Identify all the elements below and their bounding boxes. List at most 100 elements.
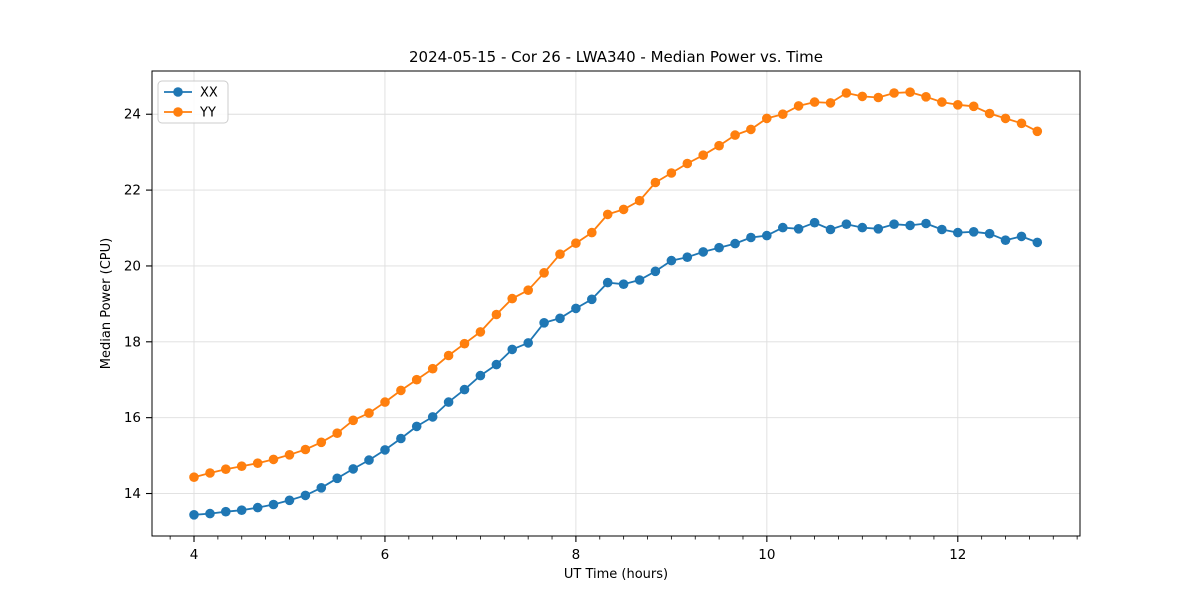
data-point-xx [778,222,788,233]
data-point-xx [730,238,740,249]
y-axis-label: Median Power (CPU) [99,238,114,369]
data-point-yy [443,350,454,361]
data-point-xx [746,232,756,243]
data-point-xx [411,421,422,432]
data-point-xx [571,303,581,314]
data-point-xx [937,224,947,235]
data-point-xx [316,483,327,493]
data-point-yy [189,472,199,483]
data-point-xx [587,294,597,305]
data-point-xx [332,473,343,484]
data-point-yy [300,444,311,455]
data-series [189,87,1043,520]
y-tick-label: 24 [124,107,141,123]
data-point-yy [746,124,756,135]
data-point-xx [666,255,677,266]
data-point-yy [889,88,899,98]
data-point-xx [252,502,263,513]
data-point-xx [921,218,931,229]
data-point-yy [205,468,215,478]
data-point-xx [205,508,215,519]
data-point-yy [905,87,915,97]
data-point-yy [252,458,263,469]
data-point-xx [650,266,661,277]
data-point-xx [682,252,693,262]
data-point-xx [523,338,533,348]
x-tick-label: 6 [381,547,390,563]
data-point-xx [189,510,199,520]
y-tick-label: 22 [124,183,141,199]
data-point-xx [968,227,979,237]
data-point-xx [555,313,565,324]
data-point-yy [953,100,963,110]
data-point-xx [284,495,295,506]
x-tick-label: 8 [572,547,581,563]
data-point-yy [236,461,247,472]
data-point-yy [221,464,231,475]
data-point-yy [411,374,422,385]
data-point-xx [491,359,502,370]
data-point-xx [380,445,390,455]
data-point-xx [427,412,438,422]
data-point-xx [475,370,486,381]
data-point-yy [857,91,868,102]
data-point-xx [809,217,820,228]
data-point-xx [507,344,517,355]
data-point-xx [1000,235,1011,245]
data-point-xx [793,224,804,234]
data-point-xx [889,219,899,229]
data-point-xx [236,505,247,515]
data-point-xx [825,224,836,235]
x-axis-label: UT Time (hours) [564,567,668,582]
data-point-yy [380,397,390,407]
data-point-yy [602,209,613,220]
data-point-xx [364,455,374,465]
data-point-yy [268,454,279,465]
data-point-yy [332,428,343,439]
data-point-yy [539,268,549,278]
data-point-yy [825,98,836,108]
data-point-yy [937,97,947,107]
data-point-xx [1016,231,1027,242]
data-point-xx [221,506,231,517]
y-tick-label: 18 [124,334,141,350]
data-point-xx [634,275,645,285]
x-tick-label: 12 [949,547,966,563]
data-point-xx [714,242,724,253]
legend-label-xx: XX [200,86,218,101]
data-point-xx [300,490,311,501]
data-point-yy [714,140,724,151]
legend-marker-xx [173,87,183,97]
data-point-yy [984,108,995,119]
data-point-yy [364,408,374,418]
data-point-xx [698,247,708,257]
x-tick-label: 10 [758,547,775,563]
chart-title: 2024-05-15 - Cor 26 - LWA340 - Median Po… [409,48,823,66]
data-point-xx [443,397,454,407]
data-point-yy [682,158,693,169]
data-point-xx [1032,237,1043,248]
data-point-xx [396,433,406,444]
data-point-xx [953,227,963,238]
data-point-xx [348,464,359,474]
data-point-yy [459,338,470,349]
data-point-yy [634,195,645,206]
data-point-yy [491,309,502,320]
legend-entry-xx: XX [164,86,218,101]
data-point-yy [968,101,979,112]
data-point-yy [571,238,581,248]
data-point-yy [793,101,804,111]
data-point-yy [921,92,931,102]
data-point-yy [1000,113,1011,124]
data-point-yy [316,437,327,448]
data-point-yy [284,450,295,460]
data-point-yy [475,327,486,337]
data-point-yy [1032,126,1043,137]
data-point-yy [523,285,533,296]
axis-ticks: 4 6 8 10 12 14 16 18 20 22 24 [124,107,1078,563]
data-point-yy [873,92,884,103]
y-tick-label: 16 [124,410,141,426]
legend: XX YY [157,80,229,124]
series-xx [189,217,1043,520]
data-point-yy [666,168,677,178]
